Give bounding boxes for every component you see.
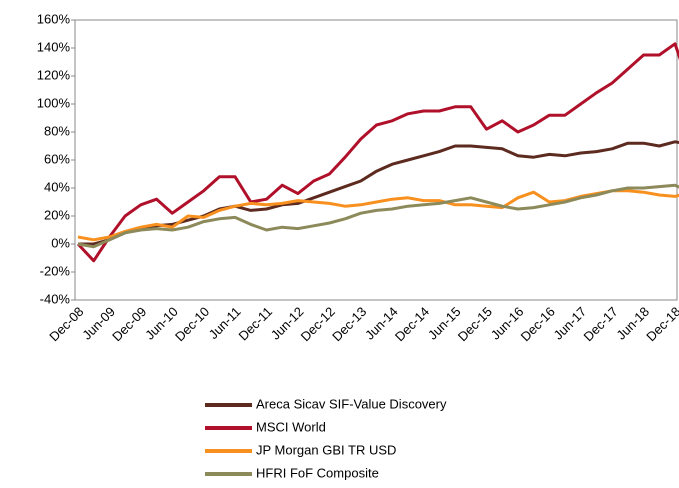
y-tick-label: 80% bbox=[44, 123, 70, 138]
legend-label: Areca Sicav SIF-Value Discovery bbox=[256, 396, 447, 411]
y-tick-label: 120% bbox=[37, 67, 71, 82]
y-tick-label: -20% bbox=[40, 263, 71, 278]
y-tick-label: 160% bbox=[37, 11, 71, 26]
x-tick-label: Dec-16 bbox=[518, 304, 558, 344]
y-tick-label: 100% bbox=[37, 95, 71, 110]
series-line bbox=[77, 183, 679, 249]
y-tick-label: 0% bbox=[51, 235, 70, 250]
plot-frame bbox=[74, 19, 678, 301]
y-tick-label: 20% bbox=[44, 207, 70, 222]
series-line bbox=[77, 189, 679, 242]
x-tick-label: Dec-11 bbox=[236, 304, 276, 344]
x-tick-label: Dec-10 bbox=[172, 304, 212, 344]
x-tick-label: Dec-18 bbox=[643, 304, 679, 344]
x-tick-label: Dec-15 bbox=[455, 304, 495, 344]
x-tick-label: Dec-14 bbox=[392, 304, 432, 344]
x-tick-label: Dec-08 bbox=[46, 304, 86, 344]
y-tick-label: -40% bbox=[40, 291, 71, 306]
x-tick-label: Dec-12 bbox=[298, 304, 338, 344]
legend-label: JP Morgan GBI TR USD bbox=[256, 442, 396, 457]
y-tick-label: 40% bbox=[44, 179, 70, 194]
y-tick-label: 140% bbox=[37, 39, 71, 54]
x-tick-label: Dec-17 bbox=[580, 304, 620, 344]
legend-label: HFRI FoF Composite bbox=[256, 465, 379, 480]
legend-label: MSCI World bbox=[256, 419, 326, 434]
x-tick-label: Dec-09 bbox=[109, 304, 149, 344]
series-line bbox=[76, 42, 679, 263]
y-tick-label: 60% bbox=[44, 151, 70, 166]
x-tick-label: Dec-13 bbox=[329, 304, 369, 344]
